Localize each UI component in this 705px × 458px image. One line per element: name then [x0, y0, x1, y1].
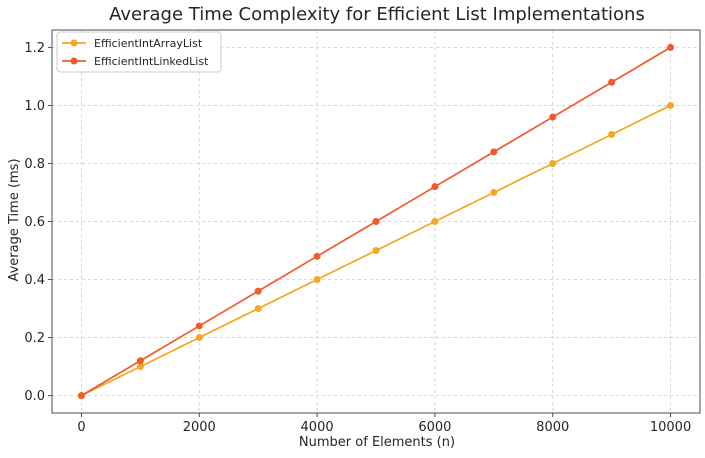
- y-tick-label: 0.6: [24, 215, 45, 230]
- x-tick-label: 4000: [301, 420, 334, 435]
- series-0: [77, 101, 675, 400]
- data-point: [608, 130, 616, 138]
- data-point: [254, 305, 262, 313]
- legend-item-linked-list: EfficientIntLinkedList: [62, 55, 209, 68]
- data-point: [490, 148, 498, 156]
- x-tick-label: 8000: [536, 420, 569, 435]
- data-point: [549, 113, 557, 121]
- y-axis-ticks: 0.0 0.2 0.4 0.6 0.8 1.0 1.2: [24, 41, 52, 404]
- data-point: [431, 218, 439, 225]
- data-point: [136, 363, 144, 371]
- data-point: [667, 43, 675, 51]
- data-point: [195, 334, 203, 342]
- x-tick-label: 2000: [183, 420, 216, 435]
- y-axis-label: Average Time (ms): [7, 158, 22, 281]
- x-tick-label: 6000: [418, 420, 451, 435]
- data-point: [608, 78, 616, 86]
- series-1: [77, 43, 675, 400]
- data-point: [195, 322, 203, 330]
- x-tick-label: 10000: [650, 420, 691, 435]
- y-tick-label: 0.4: [24, 273, 45, 288]
- legend-marker-array-list: [70, 39, 78, 47]
- y-tick-label: 0.2: [24, 331, 45, 346]
- data-point: [549, 159, 557, 167]
- data-point: [490, 188, 498, 196]
- y-tick-label: 1.0: [24, 99, 45, 114]
- data-point: [313, 276, 321, 284]
- x-tick-label: 0: [77, 420, 85, 435]
- x-axis-label: Number of Elements (n): [299, 435, 455, 450]
- data-point: [372, 247, 380, 255]
- data-point: [431, 183, 439, 191]
- legend-label-linked-list: EfficientIntLinkedList: [94, 55, 209, 68]
- legend-item-array-list: EfficientIntArrayList: [62, 37, 203, 50]
- x-axis-ticks: 0 2000 4000 6000 8000 10000: [77, 413, 691, 435]
- series-layer: [77, 43, 675, 400]
- y-tick-label: 0.0: [24, 389, 45, 404]
- data-point: [77, 392, 85, 400]
- data-point: [136, 357, 144, 365]
- data-point: [254, 287, 262, 295]
- legend-label-array-list: EfficientIntArrayList: [94, 37, 203, 50]
- chart-title: Average Time Complexity for Efficient Li…: [109, 4, 645, 25]
- y-tick-label: 0.8: [24, 157, 45, 172]
- legend: EfficientIntArrayList EfficientIntLinked…: [56, 31, 222, 73]
- data-point: [313, 252, 321, 260]
- legend-marker-linked-list: [70, 57, 78, 65]
- data-point: [372, 218, 380, 225]
- legend-box: [56, 31, 222, 73]
- y-tick-label: 1.2: [24, 41, 45, 56]
- data-point: [667, 101, 675, 109]
